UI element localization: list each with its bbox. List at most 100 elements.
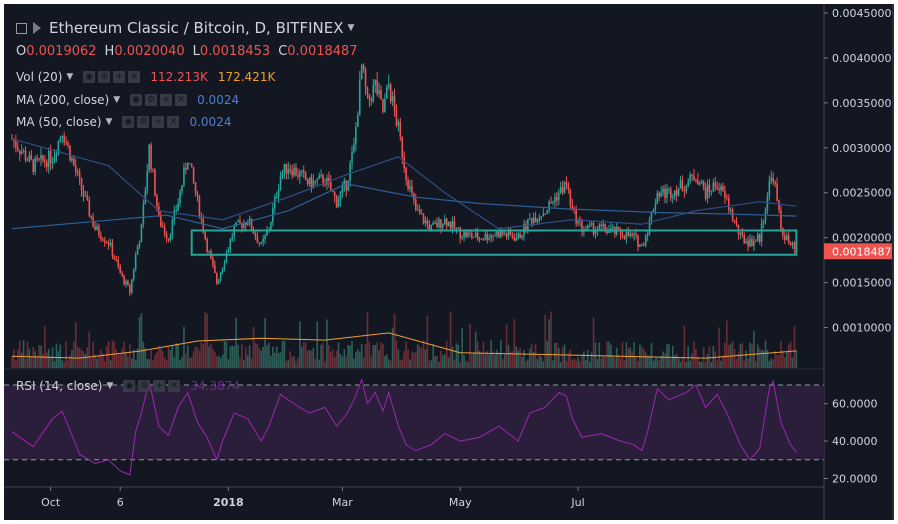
volume-bar (121, 348, 123, 368)
chart-canvas[interactable]: 0.0045000 0.0040000 0.0035000 0.0030000 0.00… (4, 4, 894, 520)
volume-bar (18, 340, 21, 368)
close-icon[interactable]: ✕ (175, 94, 188, 106)
eye-icon[interactable]: ◉ (123, 380, 136, 392)
ma200-controls[interactable]: ◉ ⚙ + ✕ (130, 94, 188, 106)
chevron-down-icon[interactable]: ▼ (113, 95, 121, 105)
volume-bar (233, 346, 235, 368)
plus-icon[interactable]: + (160, 94, 173, 106)
volume-bar (163, 357, 166, 368)
close-icon[interactable]: ✕ (168, 380, 181, 392)
rsi-controls[interactable]: ◉ ⚙ + ✕ (123, 380, 181, 392)
volume-bar (739, 344, 742, 368)
rsi-indicator-label[interactable]: RSI (14, close) (16, 379, 103, 393)
volume-bar (397, 349, 400, 368)
candle-body (660, 192, 662, 197)
volume-bar (670, 358, 672, 368)
volume-bar (542, 361, 545, 368)
candle-body (770, 177, 773, 181)
candle-body (463, 231, 465, 238)
eye-icon[interactable]: ◉ (130, 94, 143, 106)
chevron-down-icon[interactable]: ▼ (105, 117, 113, 127)
price-tick-label: 0.0045000 (832, 7, 892, 20)
volume-bar (472, 352, 475, 368)
candle-body (165, 233, 168, 239)
eye-icon[interactable]: ◉ (83, 71, 96, 83)
candle-body (532, 217, 535, 224)
high-label: H (104, 44, 115, 59)
candle-body (416, 209, 419, 211)
candle-body (250, 218, 253, 230)
volume-bar (698, 361, 701, 368)
plus-icon[interactable]: + (153, 380, 166, 392)
flag-icon[interactable] (33, 22, 41, 34)
gear-icon[interactable]: ⚙ (137, 116, 150, 128)
candle-body (469, 232, 471, 234)
chevron-down-icon[interactable]: ▼ (66, 72, 74, 82)
candle-body (314, 180, 317, 182)
candle-body (200, 216, 203, 219)
candle-body (295, 167, 297, 176)
volume-ma-line (11, 332, 797, 359)
volume-indicator-label[interactable]: Vol (20) (16, 70, 63, 84)
candle-body (733, 220, 736, 222)
eye-icon[interactable]: ◉ (122, 116, 135, 128)
volume-bar (416, 344, 419, 368)
ma50-indicator-label[interactable]: MA (50, close) (16, 115, 102, 129)
compare-box-icon[interactable] (16, 22, 27, 34)
candle-body (756, 234, 759, 242)
time-tick-label: Mar (332, 496, 353, 509)
close-icon[interactable]: ✕ (128, 71, 141, 83)
plus-icon[interactable]: + (113, 71, 126, 83)
volume-bar (511, 351, 514, 368)
volume-bar (735, 359, 738, 368)
gear-icon[interactable]: ⚙ (98, 71, 111, 83)
ma200-indicator-row[interactable]: MA (200, close) ▼ ◉ ⚙ + ✕ 0.0024 (16, 93, 239, 107)
open-label: O (16, 44, 27, 59)
candle-body (310, 177, 313, 189)
candle-body (782, 228, 784, 236)
volume-bar (395, 340, 398, 368)
volume-bar (343, 349, 346, 368)
chevron-down-icon[interactable]: ▼ (106, 381, 114, 391)
chart-window: 0.0045000 0.0040000 0.0035000 0.0030000 0.00… (4, 4, 894, 520)
ma50-controls[interactable]: ◉ ⚙ + ✕ (122, 116, 180, 128)
volume-bar (24, 358, 27, 368)
ma50-indicator-row[interactable]: MA (50, close) ▼ ◉ ⚙ + ✕ 0.0024 (16, 115, 231, 129)
rsi-indicator-row[interactable]: RSI (14, close) ▼ ◉ ⚙ + ✕ 34.3874 (16, 379, 240, 393)
close-icon[interactable]: ✕ (167, 116, 180, 128)
volume-bar (401, 359, 404, 368)
candle-body (641, 244, 643, 246)
candle-body (557, 192, 560, 201)
plus-icon[interactable]: + (152, 116, 165, 128)
volume-indicator-row[interactable]: Vol (20) ▼ ◉ ⚙ + ✕ 112.213K 172.421K (16, 70, 275, 84)
volume-bar (668, 343, 670, 368)
candle-body (24, 150, 27, 161)
candle-body (302, 170, 305, 173)
gear-icon[interactable]: ⚙ (145, 94, 158, 106)
volume-bar (755, 361, 757, 368)
volume-bar (250, 358, 253, 368)
volume-bar (465, 360, 467, 368)
volume-bar (596, 359, 599, 368)
candle-body (181, 185, 183, 192)
candle-body (148, 144, 150, 172)
gear-icon[interactable]: ⚙ (138, 380, 151, 392)
volume-bar (144, 348, 147, 368)
volume-bar (231, 345, 234, 368)
candle-body (215, 272, 218, 284)
candle-body (159, 215, 162, 227)
volume-bar (455, 343, 458, 368)
volume-bar (179, 359, 181, 368)
ma200-indicator-label[interactable]: MA (200, close) (16, 93, 110, 107)
volume-bar (527, 359, 529, 368)
volume-controls[interactable]: ◉ ⚙ + ✕ (83, 71, 141, 83)
chevron-down-icon[interactable]: ▼ (347, 23, 355, 33)
volume-bar (345, 356, 348, 368)
volume-bar (130, 358, 133, 368)
symbol-title[interactable]: Ethereum Classic / Bitcoin, D, BITFINEX (49, 19, 344, 37)
candle-body (343, 180, 346, 186)
candle-body (78, 172, 81, 178)
symbol-title-row[interactable]: Ethereum Classic / Bitcoin, D, BITFINEX … (16, 19, 354, 37)
volume-bar (681, 357, 684, 368)
volume-bar (339, 353, 342, 368)
